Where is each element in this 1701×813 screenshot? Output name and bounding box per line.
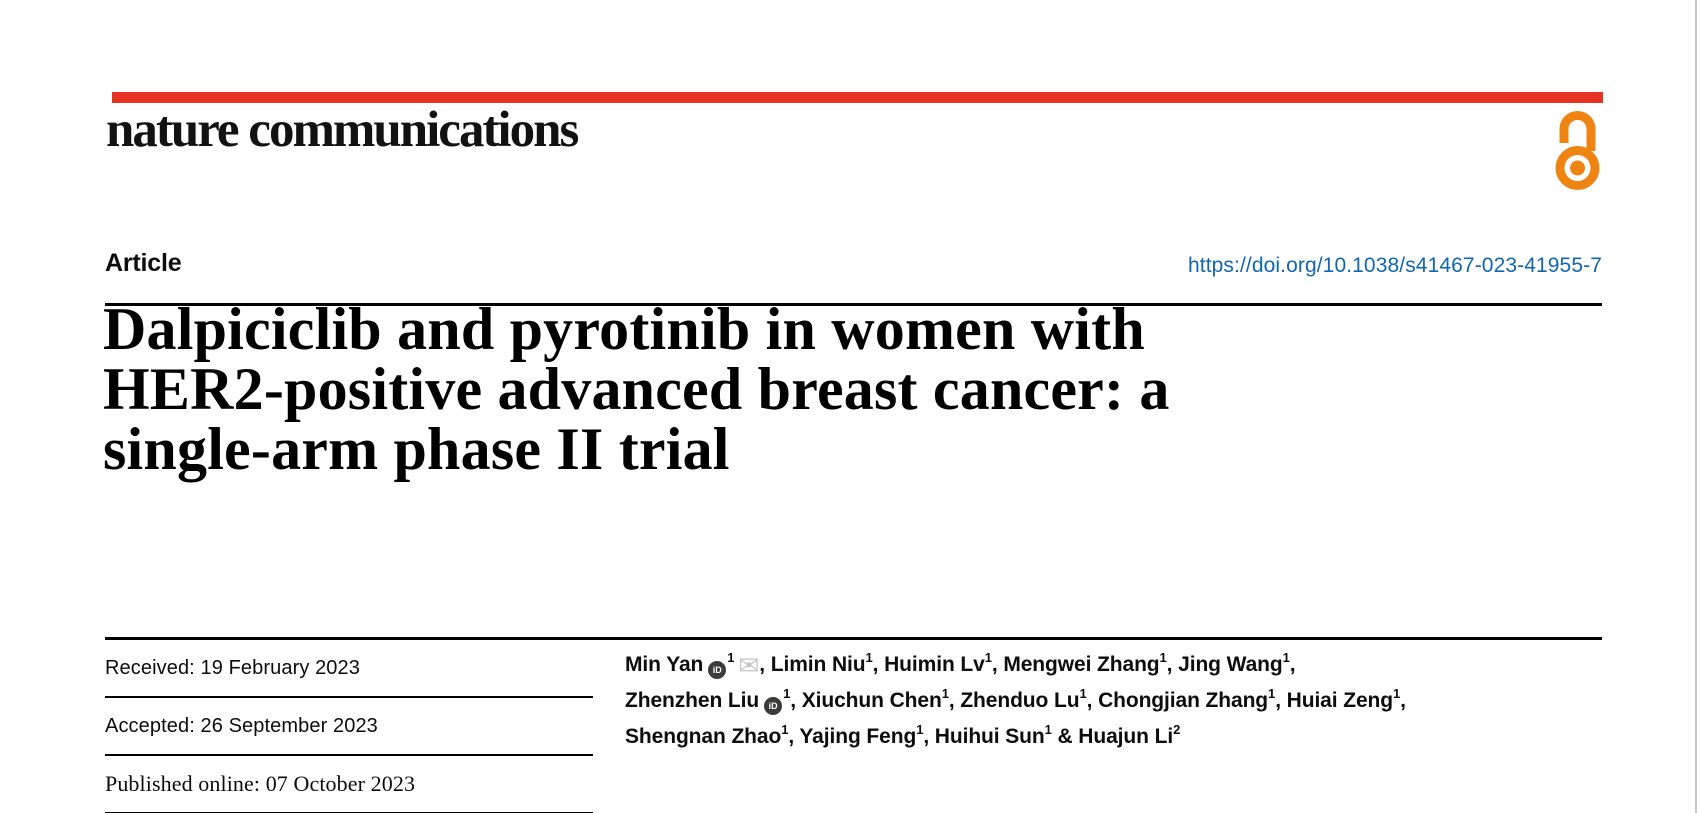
author-line: Min Yan iD1 ✉, Limin Niu1, Huimin Lv1, Men…: [625, 650, 1296, 680]
affiliation-superscript: 2: [1173, 722, 1181, 737]
affiliation-superscript: 1: [1393, 686, 1401, 701]
affiliation-superscript: 1: [727, 650, 735, 665]
affiliation-superscript: 1: [1282, 650, 1290, 665]
author-line: Shengnan Zhao1, Yajing Feng1, Huihui Sun…: [625, 722, 1181, 748]
title-line: HER2-positive advanced breast cancer: a: [103, 356, 1170, 422]
article-type-label: Article: [105, 249, 182, 277]
affiliation-superscript: 1: [865, 650, 873, 665]
dates-column: Received: 19 February 2023 Accepted: 26 S…: [105, 640, 593, 813]
date-row: Accepted: 26 September 2023: [105, 698, 593, 756]
article-header-row: Article https://doi.org/10.1038/s41467-0…: [105, 240, 1602, 278]
title-line: single-arm phase II trial: [103, 416, 730, 482]
article-title: Dalpiciclib and pyrotinib in women with …: [103, 299, 1523, 479]
doi-link[interactable]: https://doi.org/10.1038/s41467-023-41955…: [1187, 254, 1602, 277]
page-edge-line: [1695, 0, 1697, 813]
open-access-icon: [1555, 111, 1600, 190]
meta-section: Received: 19 February 2023 Accepted: 26 S…: [105, 637, 1602, 813]
affiliation-superscript: 1: [1268, 686, 1276, 701]
brand-red-bar: [112, 92, 1603, 103]
affiliation-superscript: 1: [984, 650, 992, 665]
author-line: Zhenzhen Liu iD1, Xiuchun Chen1, Zhenduo …: [625, 683, 1585, 719]
title-line: Dalpiciclib and pyrotinib in women with: [103, 296, 1145, 362]
header-rule: [105, 303, 1602, 306]
author-list: Min Yan iD1 ✉, Limin Niu1, Huimin Lv1, Men…: [625, 647, 1585, 755]
orcid-icon[interactable]: iD: [708, 661, 727, 679]
date-row: Published online: 07 October 2023: [105, 756, 593, 813]
journal-logo: nature communications: [106, 102, 579, 158]
affiliation-superscript: 1: [1044, 722, 1052, 737]
affiliation-superscript: 1: [1159, 650, 1167, 665]
affiliation-superscript: 1: [781, 722, 789, 737]
affiliation-superscript: 1: [941, 686, 949, 701]
orcid-icon[interactable]: iD: [764, 697, 783, 715]
affiliation-superscript: 1: [1079, 686, 1087, 701]
affiliation-superscript: 1: [916, 722, 924, 737]
date-row: Received: 19 February 2023: [105, 640, 593, 698]
affiliation-superscript: 1: [783, 686, 791, 701]
